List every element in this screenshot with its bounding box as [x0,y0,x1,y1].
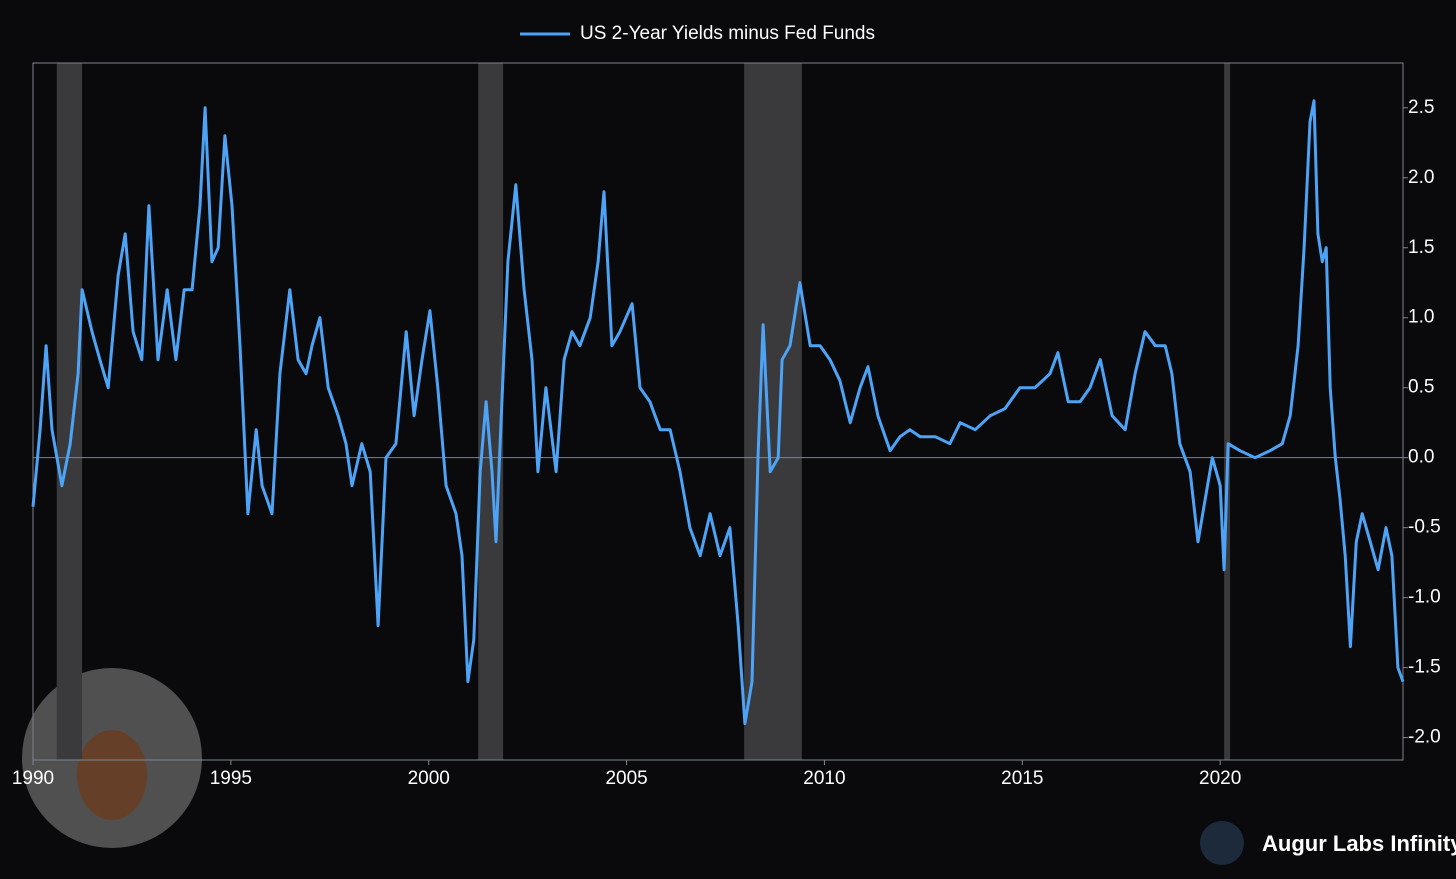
y-tick-label: 0.0 [1408,447,1434,468]
y-tick-label: 0.5 [1408,377,1434,398]
x-tick-label: 2020 [1199,768,1241,789]
watermark: Augur Labs Infinity [1262,831,1456,856]
y-tick-label: -2.0 [1408,727,1441,748]
y-tick-label: 2.5 [1408,97,1434,118]
recession-band [478,63,504,760]
recession-band [56,63,83,760]
logo-figure [77,730,147,820]
series-line [31,99,1405,726]
y-tick-label: 1.0 [1408,307,1434,328]
x-tick-label: 2005 [605,768,647,789]
y-tick-label: -0.5 [1408,517,1441,538]
y-tick-label: 1.5 [1408,237,1434,258]
y-tick-label: -1.5 [1408,657,1441,678]
plot-frame [32,62,1404,761]
brand-icon [1200,821,1244,865]
y-tick-label: 2.0 [1408,167,1434,188]
x-tick-label: 2000 [408,768,450,789]
legend-label: US 2-Year Yields minus Fed Funds [580,23,875,44]
x-tick-label: 2015 [1001,768,1043,789]
x-tick-label: 1995 [210,768,252,789]
logo-badge [22,668,202,848]
y-tick-label: -1.0 [1408,587,1441,608]
x-tick-label: 2010 [803,768,845,789]
x-tick-label: 1990 [12,768,54,789]
recession-band [1224,63,1231,760]
